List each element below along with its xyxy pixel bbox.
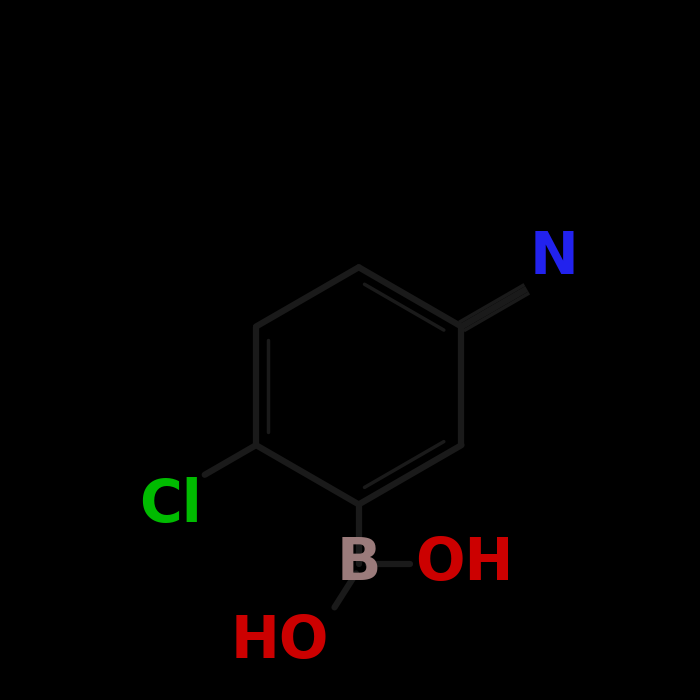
Text: HO: HO: [231, 612, 329, 670]
Text: N: N: [529, 229, 578, 286]
Text: OH: OH: [415, 536, 514, 592]
Text: B: B: [337, 536, 381, 592]
Text: Cl: Cl: [139, 477, 202, 535]
